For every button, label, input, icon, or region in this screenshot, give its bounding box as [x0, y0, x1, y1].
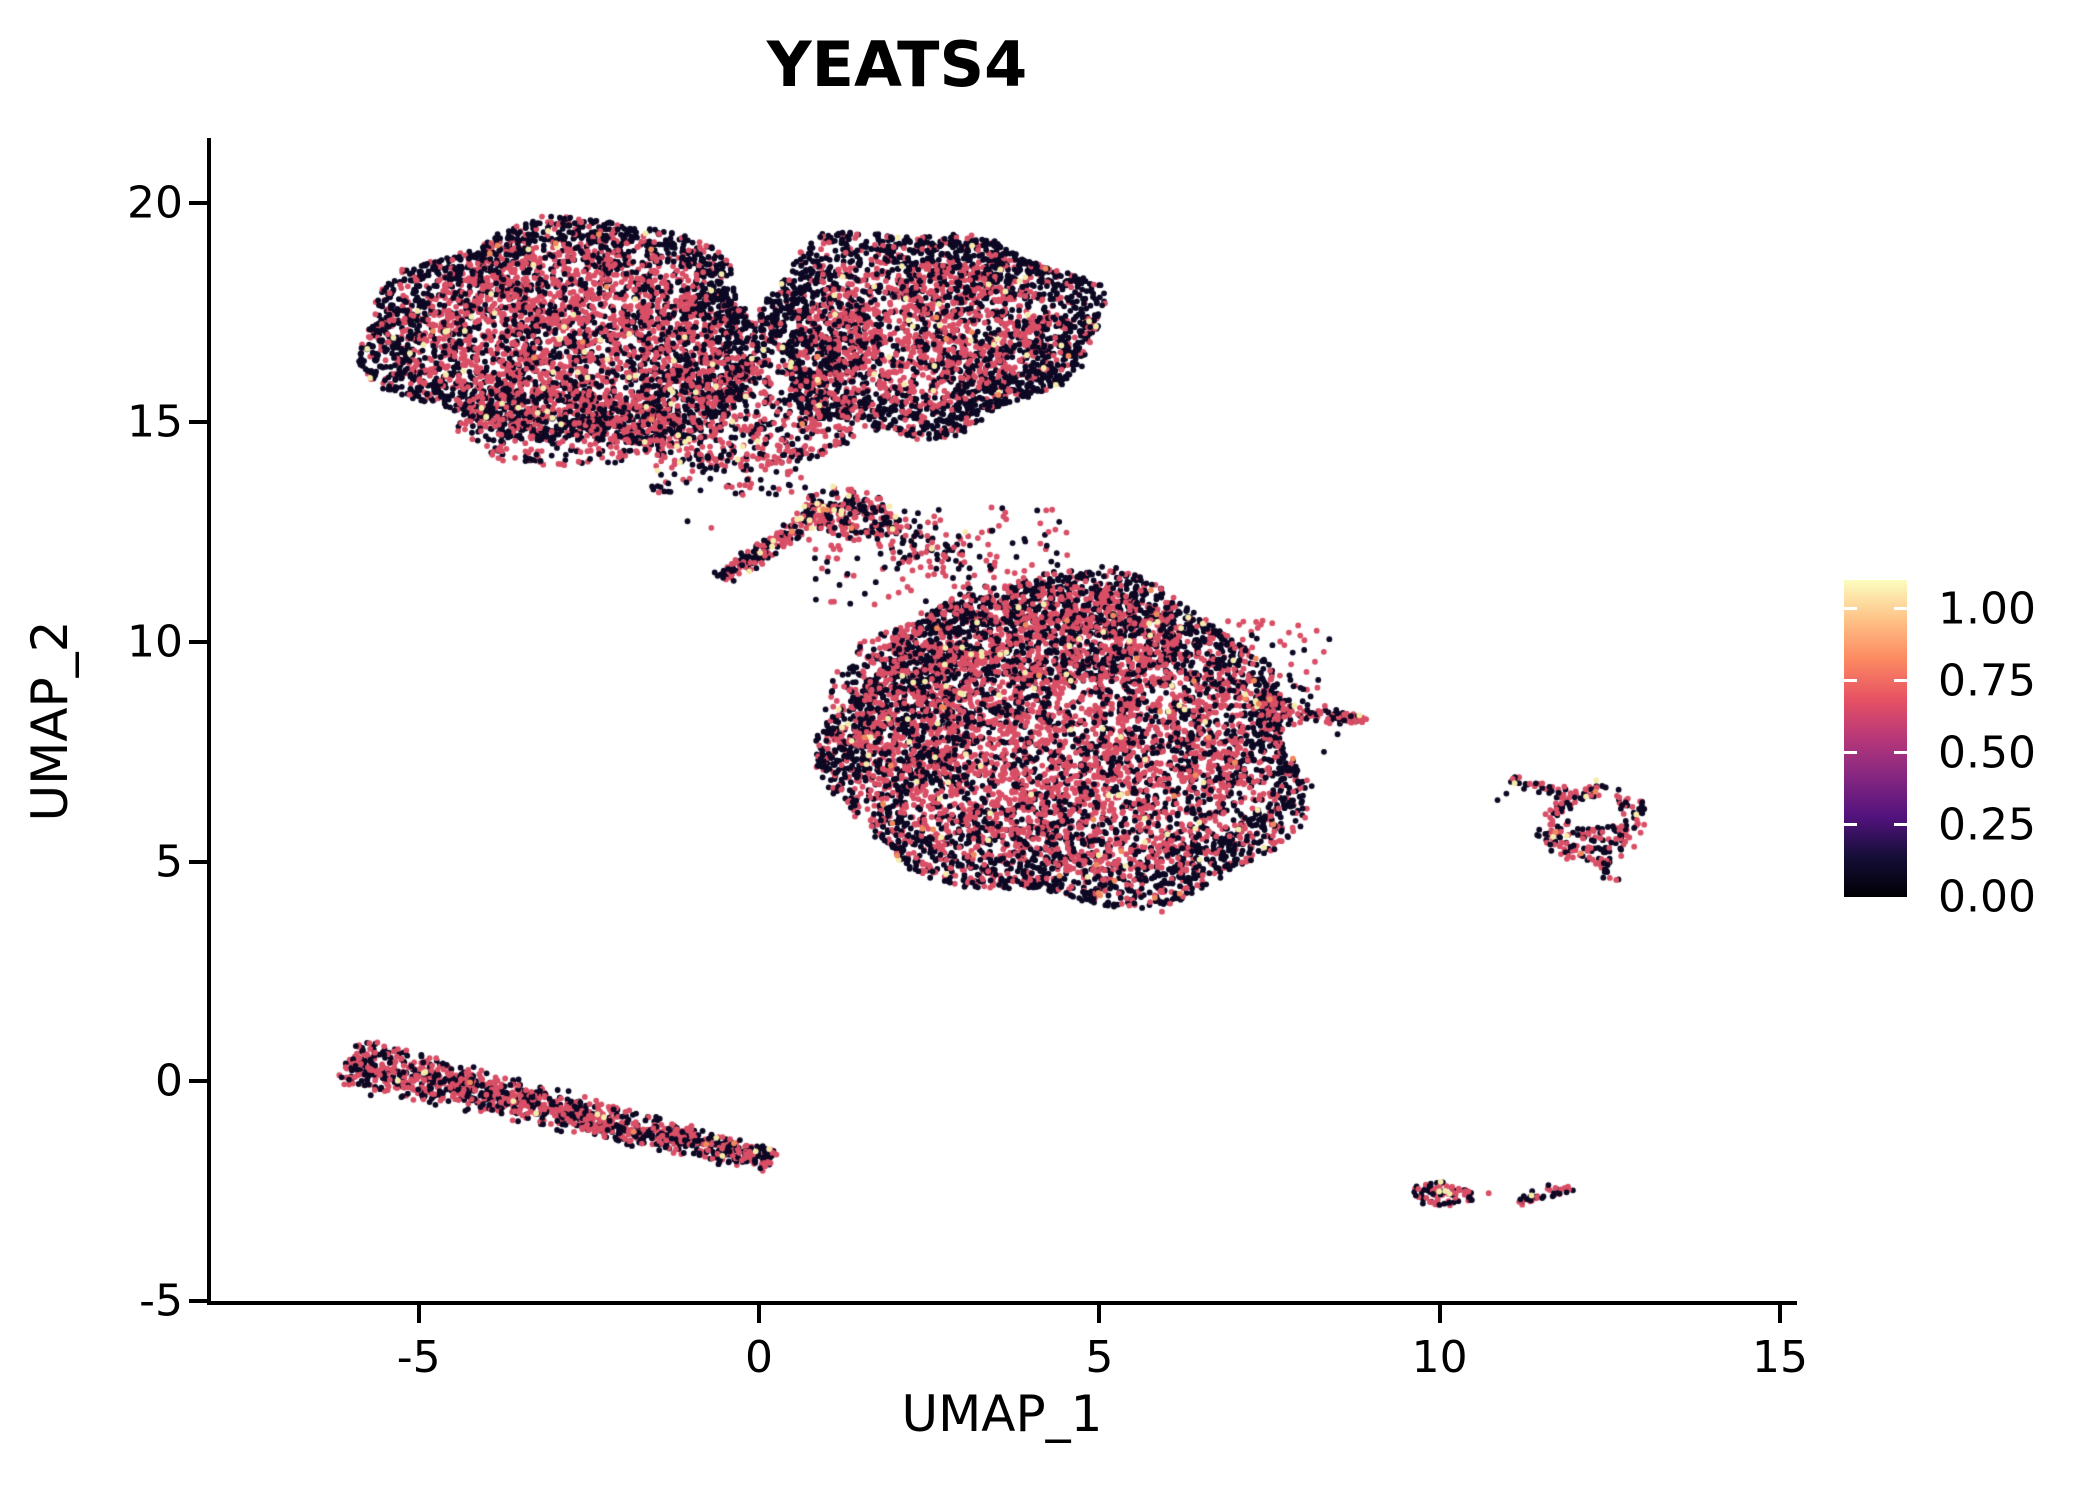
- x-tick-label: -5: [396, 1332, 441, 1383]
- colorbar-tick-dash: [1844, 751, 1857, 755]
- plot-title: YEATS4: [766, 28, 1028, 101]
- colorbar-tick-label: 0.00: [1938, 871, 2036, 923]
- y-tick-mark: [189, 640, 207, 644]
- y-tick-label: 20: [127, 177, 183, 229]
- x-tick-mark: [1097, 1305, 1102, 1323]
- colorbar-tick-label: 0.50: [1938, 727, 2036, 779]
- colorbar-tick-dash: [1844, 679, 1857, 683]
- x-axis-line: [207, 1301, 1797, 1305]
- colorbar-tick-label: 0.25: [1938, 799, 2036, 851]
- x-tick-label: 10: [1411, 1332, 1468, 1383]
- x-tick-label: 5: [1085, 1332, 1114, 1383]
- y-tick-mark: [189, 200, 207, 205]
- x-tick-mark: [1778, 1305, 1783, 1323]
- y-tick-mark: [189, 859, 207, 864]
- y-axis-line: [207, 138, 211, 1305]
- y-tick-mark: [189, 420, 207, 425]
- y-tick-label: 10: [127, 616, 183, 668]
- x-tick-label: 0: [744, 1332, 773, 1383]
- x-axis-label: UMAP_1: [901, 1385, 1103, 1443]
- y-axis-label: UMAP_2: [21, 620, 79, 822]
- y-tick-mark: [189, 1298, 207, 1303]
- y-tick-mark: [189, 1079, 207, 1084]
- colorbar-tick-label: 1.00: [1938, 583, 2036, 635]
- x-tick-mark: [1437, 1305, 1442, 1323]
- y-tick-label: 5: [155, 836, 183, 888]
- colorbar-tick-dash: [1844, 607, 1857, 611]
- y-tick-label: -5: [139, 1275, 183, 1327]
- colorbar-tick-label: 0.75: [1938, 655, 2036, 707]
- y-tick-label: 0: [155, 1055, 183, 1107]
- x-tick-label: 15: [1752, 1332, 1809, 1383]
- colorbar-tick-dash: [1894, 607, 1907, 611]
- colorbar-tick-dash: [1894, 751, 1907, 755]
- colorbar-tick-dash: [1844, 823, 1857, 827]
- colorbar-tick-dash: [1894, 679, 1907, 683]
- colorbar-gradient: [1844, 580, 1907, 897]
- x-tick-mark: [756, 1305, 761, 1323]
- colorbar-tick-dash: [1894, 823, 1907, 827]
- y-tick-label: 15: [127, 396, 183, 448]
- x-tick-mark: [416, 1305, 421, 1323]
